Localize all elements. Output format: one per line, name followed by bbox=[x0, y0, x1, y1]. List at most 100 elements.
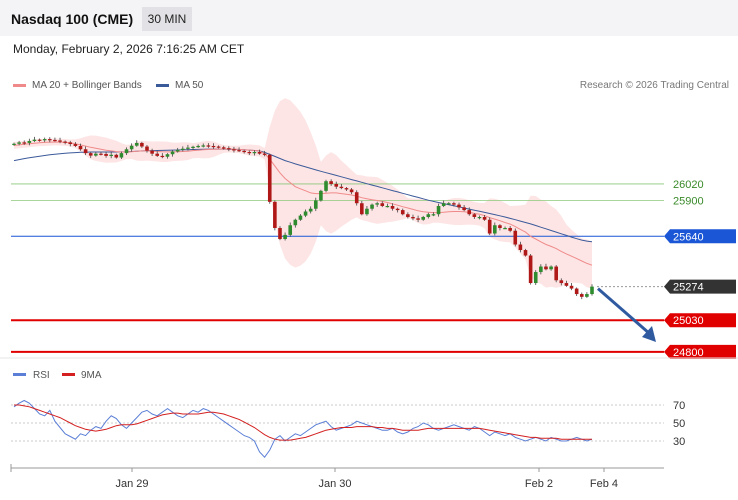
legend-ma50: MA 50 bbox=[156, 80, 203, 91]
bollinger-band-area bbox=[14, 98, 592, 289]
candle-body bbox=[498, 225, 502, 228]
candle-body bbox=[216, 146, 221, 148]
ma20-label: MA 20 + Bollinger Bands bbox=[32, 80, 142, 91]
candle-body bbox=[68, 142, 73, 145]
rsi-line bbox=[13, 399, 593, 458]
candle-body bbox=[109, 154, 113, 156]
time-tick-label: Jan 29 bbox=[115, 478, 148, 490]
candle-body bbox=[278, 228, 282, 240]
level-tag-25030 bbox=[664, 313, 736, 328]
candle-body bbox=[175, 149, 180, 152]
candle-body bbox=[390, 205, 395, 209]
ma9-line bbox=[14, 404, 592, 441]
level-label-25900: 25900 bbox=[673, 195, 704, 207]
candle-body bbox=[585, 294, 589, 297]
candle-body bbox=[221, 147, 226, 149]
candle-body bbox=[513, 230, 518, 245]
candle-body bbox=[528, 255, 533, 284]
candle-body bbox=[518, 244, 523, 251]
ma50-swatch bbox=[156, 83, 169, 87]
candle-body bbox=[160, 155, 165, 158]
candle-body bbox=[487, 219, 492, 234]
candle-body bbox=[313, 200, 318, 209]
candle-body bbox=[145, 146, 149, 151]
candle-body bbox=[298, 215, 303, 220]
candle-body bbox=[554, 266, 558, 281]
level-label-26020: 26020 bbox=[673, 179, 704, 191]
datetime-label: Monday, February 2, 2026 7:16:25 AM CET bbox=[13, 42, 245, 56]
candle-body bbox=[360, 203, 364, 215]
candle-body bbox=[242, 150, 246, 153]
level-tag-25274 bbox=[664, 279, 736, 294]
time-tick-label: Feb 4 bbox=[590, 478, 618, 490]
candle-body bbox=[211, 145, 216, 148]
candle-body bbox=[365, 208, 369, 215]
candle-body bbox=[58, 140, 62, 142]
timeframe-button[interactable]: 30 MIN bbox=[142, 7, 192, 31]
candle-body bbox=[94, 153, 98, 156]
ma9-legend-label: 9MA bbox=[81, 370, 102, 381]
candle-body bbox=[78, 145, 83, 150]
candle-body bbox=[37, 139, 42, 141]
candle-body bbox=[334, 183, 339, 187]
candle-body bbox=[53, 139, 57, 142]
candle-body bbox=[452, 203, 456, 205]
candle-body bbox=[416, 218, 420, 220]
projection-arrow bbox=[0, 287, 738, 359]
candle-body bbox=[273, 201, 277, 228]
candle-body bbox=[196, 145, 200, 148]
candle-body bbox=[206, 145, 211, 147]
candle-body bbox=[421, 216, 426, 220]
candle-body bbox=[472, 214, 477, 217]
candle-body bbox=[564, 283, 569, 286]
candle-body bbox=[539, 266, 543, 273]
candle-body bbox=[73, 144, 78, 146]
bollinger-band bbox=[14, 98, 592, 289]
candle-body bbox=[579, 294, 584, 297]
candle-body bbox=[191, 146, 195, 148]
candle-body bbox=[339, 186, 344, 189]
candle-body bbox=[99, 153, 103, 155]
candle-body bbox=[257, 152, 262, 154]
candle-body bbox=[400, 210, 405, 215]
candle-body bbox=[155, 153, 160, 156]
rsi-tick-70: 70 bbox=[673, 400, 685, 412]
candle-body bbox=[508, 228, 512, 231]
candle-body bbox=[283, 234, 287, 240]
ma50-label: MA 50 bbox=[175, 80, 204, 91]
candle-body bbox=[462, 207, 466, 211]
candle-body bbox=[354, 192, 359, 204]
candle-body bbox=[308, 208, 313, 212]
header-bar: Nasdaq 100 (CME) 30 MIN bbox=[0, 0, 738, 36]
ma20-line bbox=[13, 141, 593, 266]
candle-body bbox=[375, 203, 379, 205]
candle-body bbox=[370, 204, 374, 209]
candle-body bbox=[237, 150, 241, 152]
level-tag-24800 bbox=[664, 344, 736, 359]
candle-body bbox=[395, 208, 400, 211]
candle-body bbox=[324, 181, 328, 191]
candle-body bbox=[124, 149, 129, 154]
candle-body bbox=[186, 147, 190, 149]
candle-body bbox=[406, 214, 410, 217]
candle-body bbox=[574, 288, 579, 295]
candle-body bbox=[523, 250, 528, 256]
candle-body bbox=[549, 266, 553, 270]
candle-body bbox=[63, 141, 67, 143]
credit-label: Research © 2026 Trading Central bbox=[579, 80, 729, 91]
candle-body bbox=[436, 205, 441, 215]
candle-body bbox=[446, 203, 451, 205]
candle-body bbox=[252, 152, 257, 154]
candle-body bbox=[411, 216, 415, 219]
candle-body bbox=[201, 145, 206, 147]
candle-body bbox=[493, 225, 497, 234]
candle-body bbox=[134, 142, 139, 146]
candle-body bbox=[247, 152, 252, 154]
rsi-swatch bbox=[13, 373, 26, 376]
candle-body bbox=[262, 153, 267, 155]
level-tag-text-25640: 25640 bbox=[673, 231, 704, 243]
candle-body bbox=[88, 153, 93, 156]
candle-body bbox=[385, 205, 390, 208]
candle-body bbox=[590, 286, 594, 295]
